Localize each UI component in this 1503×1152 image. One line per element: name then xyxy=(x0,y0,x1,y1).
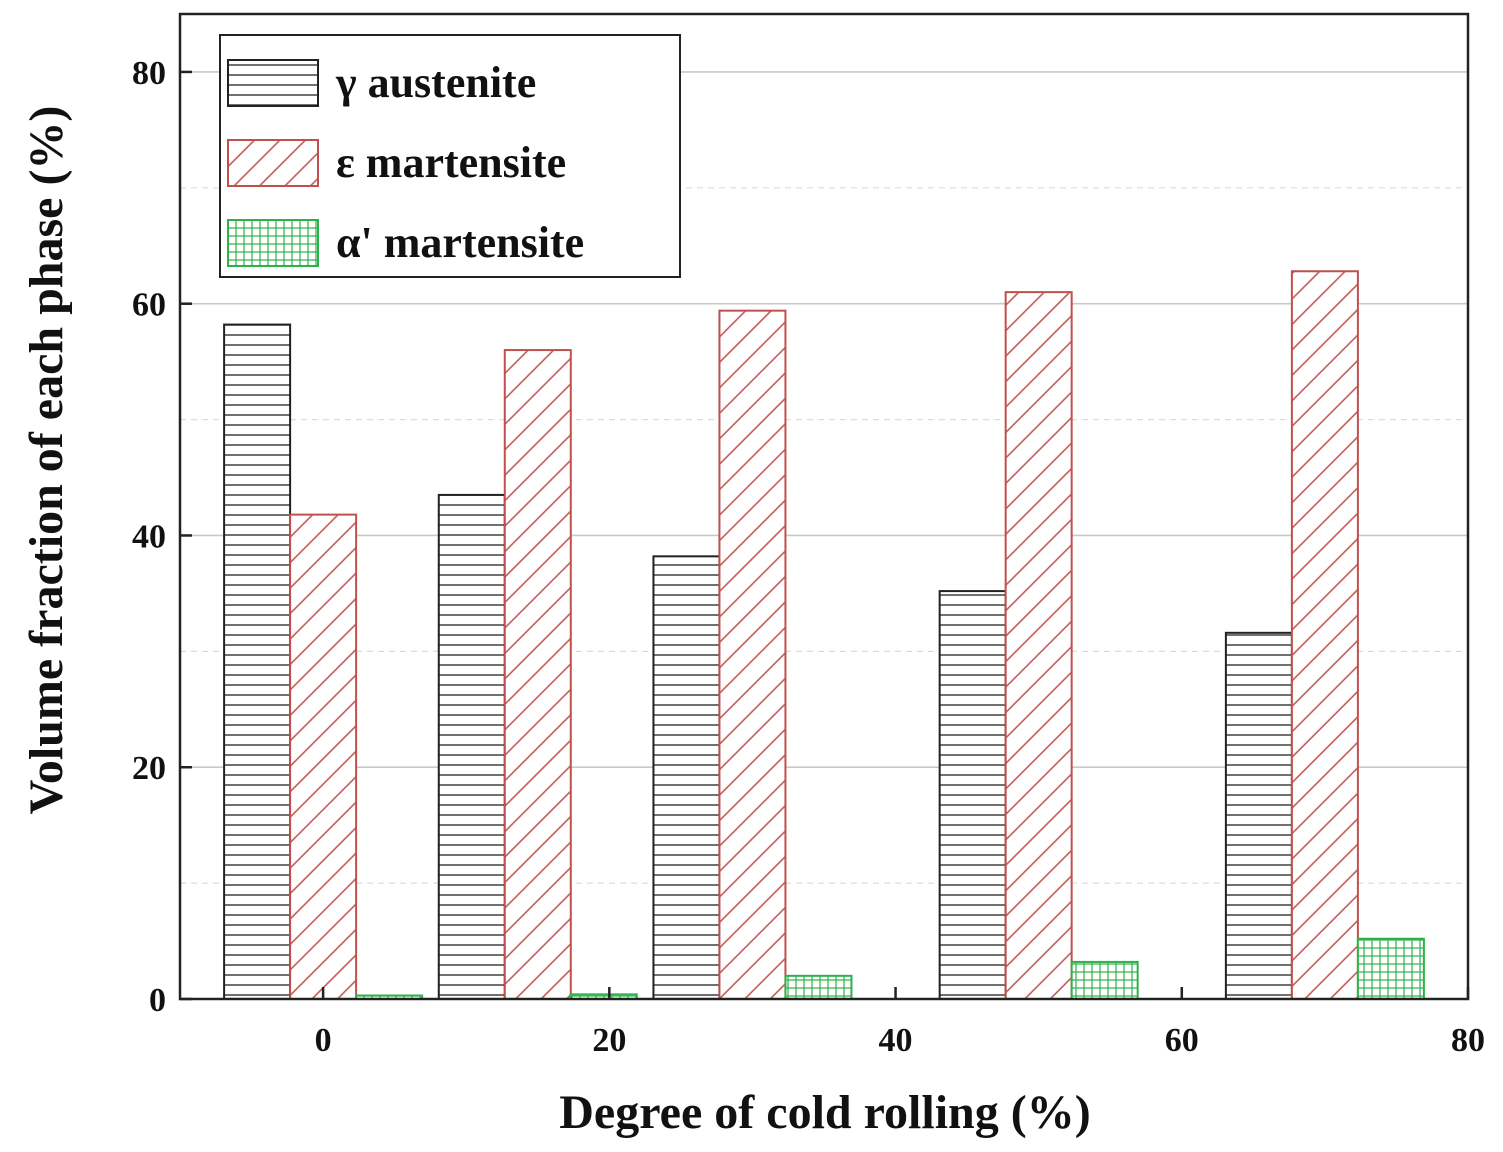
x-tick-label: 20 xyxy=(592,1022,626,1059)
x-axis-title: Degree of cold rolling (%) xyxy=(559,1086,1090,1139)
x-tick-label: 40 xyxy=(879,1022,913,1059)
bar-epsilon-15 xyxy=(503,349,572,1000)
tick-labels: 0 20 40 60 80 0 20 40 60 80 xyxy=(132,55,1485,1059)
bar-gamma-50 xyxy=(938,590,1007,1000)
bar-gamma-30 xyxy=(652,555,721,1000)
bar-alpha-70 xyxy=(1356,937,1425,1000)
y-tick-label: 40 xyxy=(132,518,166,555)
legend: γ austenite ε martensite α' martensite xyxy=(219,34,681,278)
legend-label-gamma: γ austenite xyxy=(335,58,536,107)
y-tick-label: 60 xyxy=(132,287,166,324)
bar-gamma-15 xyxy=(437,493,506,1000)
plot-frame xyxy=(178,12,1470,1001)
bar-gamma-70 xyxy=(1224,631,1293,1000)
axes xyxy=(178,12,1470,1001)
x-tick-label: 0 xyxy=(315,1022,332,1059)
y-tick-label: 20 xyxy=(132,750,166,787)
bar-epsilon-70 xyxy=(1290,270,1359,1000)
bar-epsilon-30 xyxy=(718,309,787,1000)
y-tick-label: 0 xyxy=(149,982,166,1019)
y-tick-label: 80 xyxy=(132,55,166,92)
bar-alpha-50 xyxy=(1070,960,1139,1001)
bars xyxy=(223,270,1425,1001)
bar-alpha-30 xyxy=(784,974,853,1001)
bar-gamma-0 xyxy=(223,323,292,1000)
legend-swatch-gamma xyxy=(227,59,319,107)
legend-swatch-alpha xyxy=(227,219,319,267)
legend-label-epsilon: ε martensite xyxy=(336,138,566,187)
legend-label-alpha: α' martensite xyxy=(336,218,584,267)
legend-swatch-epsilon xyxy=(227,139,319,187)
bar-epsilon-0 xyxy=(289,513,358,1000)
bar-epsilon-50 xyxy=(1004,291,1073,1000)
x-tick-label: 80 xyxy=(1451,1022,1485,1059)
y-axis-title: Volume fraction of each phase (%) xyxy=(20,106,73,815)
x-tick-label: 60 xyxy=(1165,1022,1199,1059)
